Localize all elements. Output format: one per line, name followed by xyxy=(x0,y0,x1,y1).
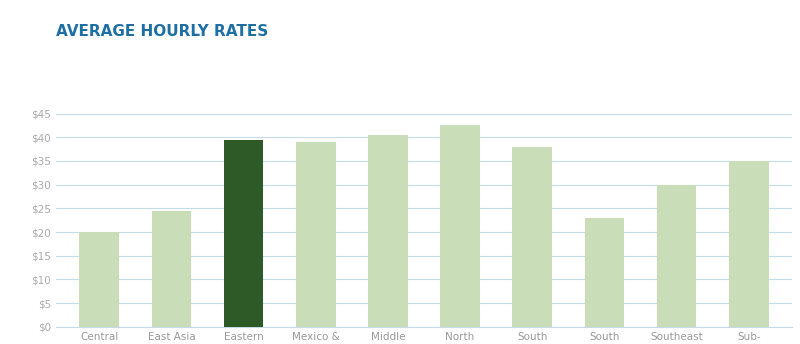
Bar xyxy=(152,211,191,327)
Bar xyxy=(657,185,696,327)
Text: AVERAGE HOURLY RATES: AVERAGE HOURLY RATES xyxy=(56,24,268,39)
Bar xyxy=(440,125,480,327)
Bar xyxy=(296,142,336,327)
Bar xyxy=(79,232,119,327)
Bar xyxy=(512,147,552,327)
Bar xyxy=(368,135,408,327)
Bar xyxy=(729,161,769,327)
Bar xyxy=(585,218,624,327)
Bar xyxy=(224,140,263,327)
